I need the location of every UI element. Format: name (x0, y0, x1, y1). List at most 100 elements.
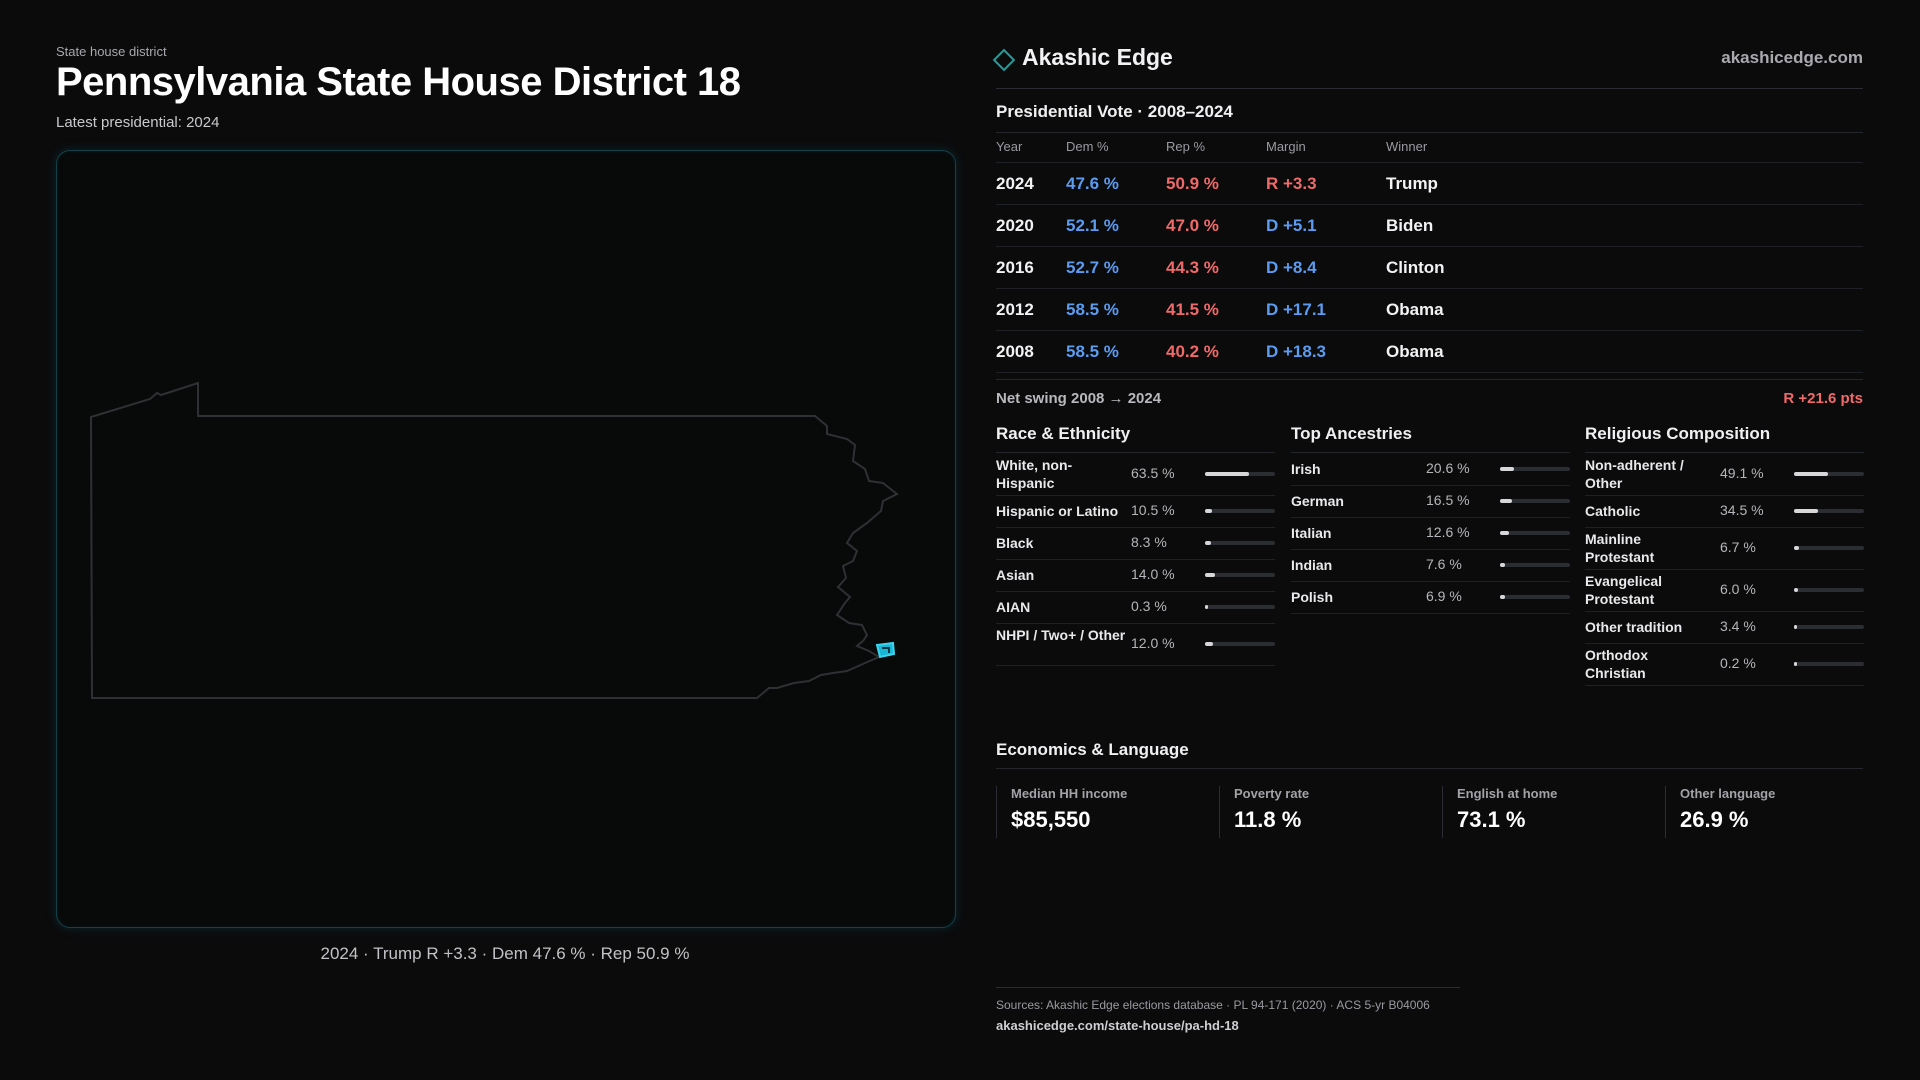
stat-label: English at home (1457, 786, 1664, 801)
demographic-bar-track (1794, 662, 1864, 666)
map-caption: 2024 · Trump R +3.3 · Dem 47.6 % · Rep 5… (56, 944, 954, 964)
demographic-row: Orthodox Christian 0.2 % (1585, 643, 1864, 686)
col-header-margin: Margin (1266, 139, 1306, 154)
vote-row: 2024 47.6 % 50.9 % R +3.3 Trump (996, 163, 1863, 205)
demographic-row: Hispanic or Latino 10.5 % (996, 495, 1275, 528)
demographic-row: Italian 12.6 % (1291, 517, 1570, 550)
demographic-bar-fill (1205, 509, 1212, 513)
demographic-value: 34.5 % (1720, 502, 1764, 518)
diamond-icon (993, 49, 1016, 72)
demographic-label: Polish (1291, 588, 1411, 606)
state-outline (91, 383, 897, 698)
demographic-bar-track (1794, 509, 1864, 513)
vote-year: 2008 (996, 342, 1034, 362)
demographic-value: 7.6 % (1426, 556, 1462, 572)
demographic-bar-fill (1794, 625, 1797, 629)
demographic-row: AIAN 0.3 % (996, 591, 1275, 624)
vote-dem: 58.5 % (1066, 300, 1119, 320)
vote-margin: R +3.3 (1266, 174, 1317, 194)
vote-winner: Obama (1386, 300, 1444, 320)
demographic-row: Asian 14.0 % (996, 559, 1275, 592)
demographic-row: Indian 7.6 % (1291, 549, 1570, 582)
col-header-dem: Dem % (1066, 139, 1109, 154)
page-kicker: State house district (56, 44, 167, 59)
demographic-row: NHPI / Two+ / Other 12.0 % (996, 623, 1275, 666)
vote-row: 2016 52.7 % 44.3 % D +8.4 Clinton (996, 247, 1863, 289)
stat-label: Median HH income (1011, 786, 1218, 801)
demographic-bar-fill (1794, 662, 1797, 666)
vote-rep: 50.9 % (1166, 174, 1219, 194)
demographic-label: Non-adherent / Other (1585, 456, 1705, 492)
vote-row: 2008 58.5 % 40.2 % D +18.3 Obama (996, 331, 1863, 373)
stat-value: 73.1 % (1457, 807, 1664, 833)
demographic-value: 63.5 % (1131, 465, 1175, 481)
stat-value: 11.8 % (1234, 807, 1441, 833)
header-divider (996, 88, 1863, 89)
stat-value: 26.9 % (1680, 807, 1887, 833)
vote-margin: D +5.1 (1266, 216, 1317, 236)
demographic-value: 6.7 % (1720, 539, 1756, 555)
demographic-bar-track (1500, 595, 1570, 599)
religion-section-title: Religious Composition (1585, 424, 1770, 444)
vote-row: 2012 58.5 % 41.5 % D +17.1 Obama (996, 289, 1863, 331)
demographic-bar-track (1500, 467, 1570, 471)
vote-dem: 58.5 % (1066, 342, 1119, 362)
demographic-bar-track (1794, 625, 1864, 629)
demographic-value: 14.0 % (1131, 566, 1175, 582)
stat-label: Poverty rate (1234, 786, 1441, 801)
demographic-bar-fill (1500, 499, 1512, 503)
demographic-row: Other tradition 3.4 % (1585, 611, 1864, 644)
demographic-value: 16.5 % (1426, 492, 1470, 508)
demographic-bar-track (1794, 588, 1864, 592)
demographic-bar-fill (1500, 595, 1505, 599)
page-url-link[interactable]: akashicedge.com/state-house/pa-hd-18 (996, 1018, 1239, 1033)
demographic-value: 8.3 % (1131, 534, 1167, 550)
net-swing-label: Net swing 2008 → 2024 (996, 390, 1161, 407)
demographic-value: 12.6 % (1426, 524, 1470, 540)
demographic-bar-track (1500, 499, 1570, 503)
vote-dem: 47.6 % (1066, 174, 1119, 194)
demographic-bar-track (1205, 509, 1275, 513)
demographic-bar-track (1205, 541, 1275, 545)
brand-link[interactable]: akashicedge.com (1620, 48, 1863, 68)
vote-row: 2020 52.1 % 47.0 % D +5.1 Biden (996, 205, 1863, 247)
demographic-bar-fill (1500, 531, 1509, 535)
page-title: Pennsylvania State House District 18 (56, 60, 741, 105)
demographic-label: AIAN (996, 598, 1128, 616)
demographic-bar-fill (1794, 546, 1799, 550)
vote-winner: Clinton (1386, 258, 1445, 278)
demographic-value: 6.9 % (1426, 588, 1462, 604)
demographic-value: 0.2 % (1720, 655, 1756, 671)
demographic-bar-track (1205, 642, 1275, 646)
sources-text: Sources: Akashic Edge elections database… (996, 998, 1430, 1012)
demographic-label: Italian (1291, 524, 1411, 542)
demographic-bar-fill (1500, 563, 1505, 567)
demographic-label: Catholic (1585, 502, 1705, 520)
demographic-row: Non-adherent / Other 49.1 % (1585, 453, 1864, 496)
demographic-bar-fill (1794, 472, 1828, 476)
col-header-winner: Winner (1386, 139, 1427, 154)
vote-section-title: Presidential Vote · 2008–2024 (996, 102, 1233, 122)
demographic-row: German 16.5 % (1291, 485, 1570, 518)
demographic-bar-track (1205, 472, 1275, 476)
vote-winner: Trump (1386, 174, 1438, 194)
district-highlight[interactable] (877, 643, 894, 657)
demographic-bar-track (1794, 472, 1864, 476)
stat-value: $85,550 (1011, 807, 1218, 833)
demographic-label: NHPI / Two+ / Other (996, 626, 1128, 644)
map-panel (56, 150, 956, 928)
demographic-value: 12.0 % (1131, 635, 1175, 651)
demographic-label: Other tradition (1585, 618, 1705, 636)
demographic-label: Mainline Protestant (1585, 530, 1705, 566)
footer-divider (996, 987, 1460, 988)
col-header-year: Year (996, 139, 1022, 154)
demographic-bar-fill (1205, 541, 1211, 545)
stat-english-at-home: English at home 73.1 % (1442, 786, 1664, 838)
demographic-value: 6.0 % (1720, 581, 1756, 597)
swing-divider (996, 379, 1863, 380)
demographic-row: Mainline Protestant 6.7 % (1585, 527, 1864, 570)
demographic-bar-fill (1794, 588, 1798, 592)
demographic-row: Catholic 34.5 % (1585, 495, 1864, 528)
state-map (57, 151, 955, 927)
demographic-row: Black 8.3 % (996, 527, 1275, 560)
